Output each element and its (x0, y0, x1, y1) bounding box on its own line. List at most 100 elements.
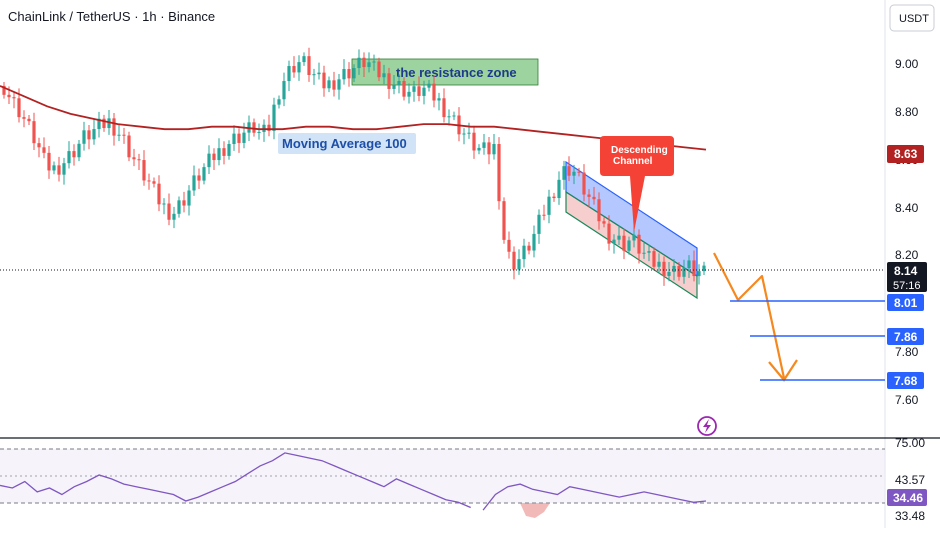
candle-body[interactable] (617, 235, 621, 240)
candle-body[interactable] (7, 94, 11, 98)
candle-body[interactable] (367, 62, 371, 68)
candle-body[interactable] (627, 240, 631, 251)
candle-body[interactable] (417, 86, 421, 96)
candle-body[interactable] (672, 265, 676, 272)
candle-body[interactable] (337, 79, 341, 90)
candle-body[interactable] (382, 73, 386, 78)
candle-body[interactable] (442, 98, 446, 118)
moving-average-line[interactable] (0, 85, 707, 151)
candle-body[interactable] (327, 80, 331, 89)
candle-body[interactable] (677, 265, 681, 277)
candle-body[interactable] (497, 144, 501, 202)
candle-body[interactable] (167, 203, 171, 220)
candle-body[interactable] (527, 245, 531, 251)
candle-body[interactable] (462, 133, 466, 135)
resistance-zone[interactable] (351, 58, 539, 86)
candle-body[interactable] (532, 233, 536, 251)
candle-body[interactable] (182, 200, 186, 206)
candle-body[interactable] (372, 61, 376, 63)
candle-body[interactable] (137, 159, 141, 161)
candle-body[interactable] (297, 62, 301, 73)
candle-body[interactable] (72, 151, 76, 158)
candle-body[interactable] (387, 73, 391, 89)
candle-body[interactable] (597, 199, 601, 222)
candle-body[interactable] (287, 66, 291, 82)
candle-body[interactable] (662, 261, 666, 276)
candle-body[interactable] (252, 122, 256, 133)
candle-body[interactable] (12, 97, 16, 99)
candle-body[interactable] (647, 251, 651, 253)
candle-body[interactable] (642, 252, 646, 254)
candle-body[interactable] (117, 134, 121, 136)
candle-body[interactable] (357, 57, 361, 69)
candle-body[interactable] (632, 234, 636, 241)
candle-body[interactable] (87, 130, 91, 140)
candle-body[interactable] (277, 99, 281, 105)
candle-body[interactable] (202, 167, 206, 181)
candle-body[interactable] (572, 171, 576, 176)
candle-body[interactable] (682, 268, 686, 277)
candle-body[interactable] (692, 260, 696, 277)
candle-body[interactable] (312, 74, 316, 76)
candle-body[interactable] (432, 83, 436, 101)
candle-body[interactable] (162, 203, 166, 205)
candle-body[interactable] (112, 118, 116, 136)
projected-path[interactable] (713, 252, 786, 379)
candle-body[interactable] (322, 72, 326, 89)
rsi-line[interactable] (482, 483, 707, 511)
candle-body[interactable] (47, 152, 51, 171)
candle-body[interactable] (177, 200, 181, 214)
candle-body[interactable] (132, 157, 136, 160)
candle-body[interactable] (697, 271, 701, 277)
candle-body[interactable] (667, 271, 671, 276)
candle-body[interactable] (272, 104, 276, 131)
candle-body[interactable] (197, 175, 201, 181)
candle-body[interactable] (522, 245, 526, 260)
candle-body[interactable] (702, 265, 706, 272)
candle-body[interactable] (32, 121, 36, 144)
candle-body[interactable] (467, 132, 471, 134)
candle-body[interactable] (657, 261, 661, 267)
candle-body[interactable] (427, 83, 431, 88)
candle-body[interactable] (607, 223, 611, 244)
candle-body[interactable] (17, 98, 21, 118)
candle-body[interactable] (157, 183, 161, 205)
candle-body[interactable] (542, 214, 546, 216)
candle-body[interactable] (122, 134, 126, 136)
candle-body[interactable] (347, 69, 351, 79)
candle-body[interactable] (352, 68, 356, 79)
candle-body[interactable] (622, 235, 626, 251)
candle-body[interactable] (192, 175, 196, 191)
candle-body[interactable] (562, 166, 566, 180)
candle-body[interactable] (487, 142, 491, 155)
candle-body[interactable] (557, 179, 561, 199)
candle-body[interactable] (592, 196, 596, 200)
candle-body[interactable] (172, 213, 176, 220)
candle-body[interactable] (567, 166, 571, 176)
candle-body[interactable] (232, 133, 236, 145)
candle-body[interactable] (407, 91, 411, 97)
candle-body[interactable] (217, 148, 221, 161)
candle-body[interactable] (307, 56, 311, 75)
currency-button[interactable] (889, 4, 935, 32)
candle-body[interactable] (377, 61, 381, 78)
candle-body[interactable] (582, 172, 586, 195)
candle-body[interactable] (437, 98, 441, 101)
candle-body[interactable] (92, 129, 96, 140)
candle-body[interactable] (507, 239, 511, 252)
candle-body[interactable] (422, 87, 426, 96)
candle-body[interactable] (547, 196, 551, 215)
candle-body[interactable] (292, 66, 296, 73)
candle-body[interactable] (637, 234, 641, 254)
candle-body[interactable] (477, 147, 481, 151)
candle-body[interactable] (207, 153, 211, 168)
candle-body[interactable] (552, 196, 556, 199)
candle-body[interactable] (52, 165, 56, 171)
candle-body[interactable] (472, 132, 476, 151)
candle-body[interactable] (447, 116, 451, 118)
candle-body[interactable] (37, 143, 41, 148)
candle-body[interactable] (612, 239, 616, 244)
candle-body[interactable] (332, 80, 336, 90)
candle-body[interactable] (42, 147, 46, 153)
candle-body[interactable] (537, 214, 541, 234)
